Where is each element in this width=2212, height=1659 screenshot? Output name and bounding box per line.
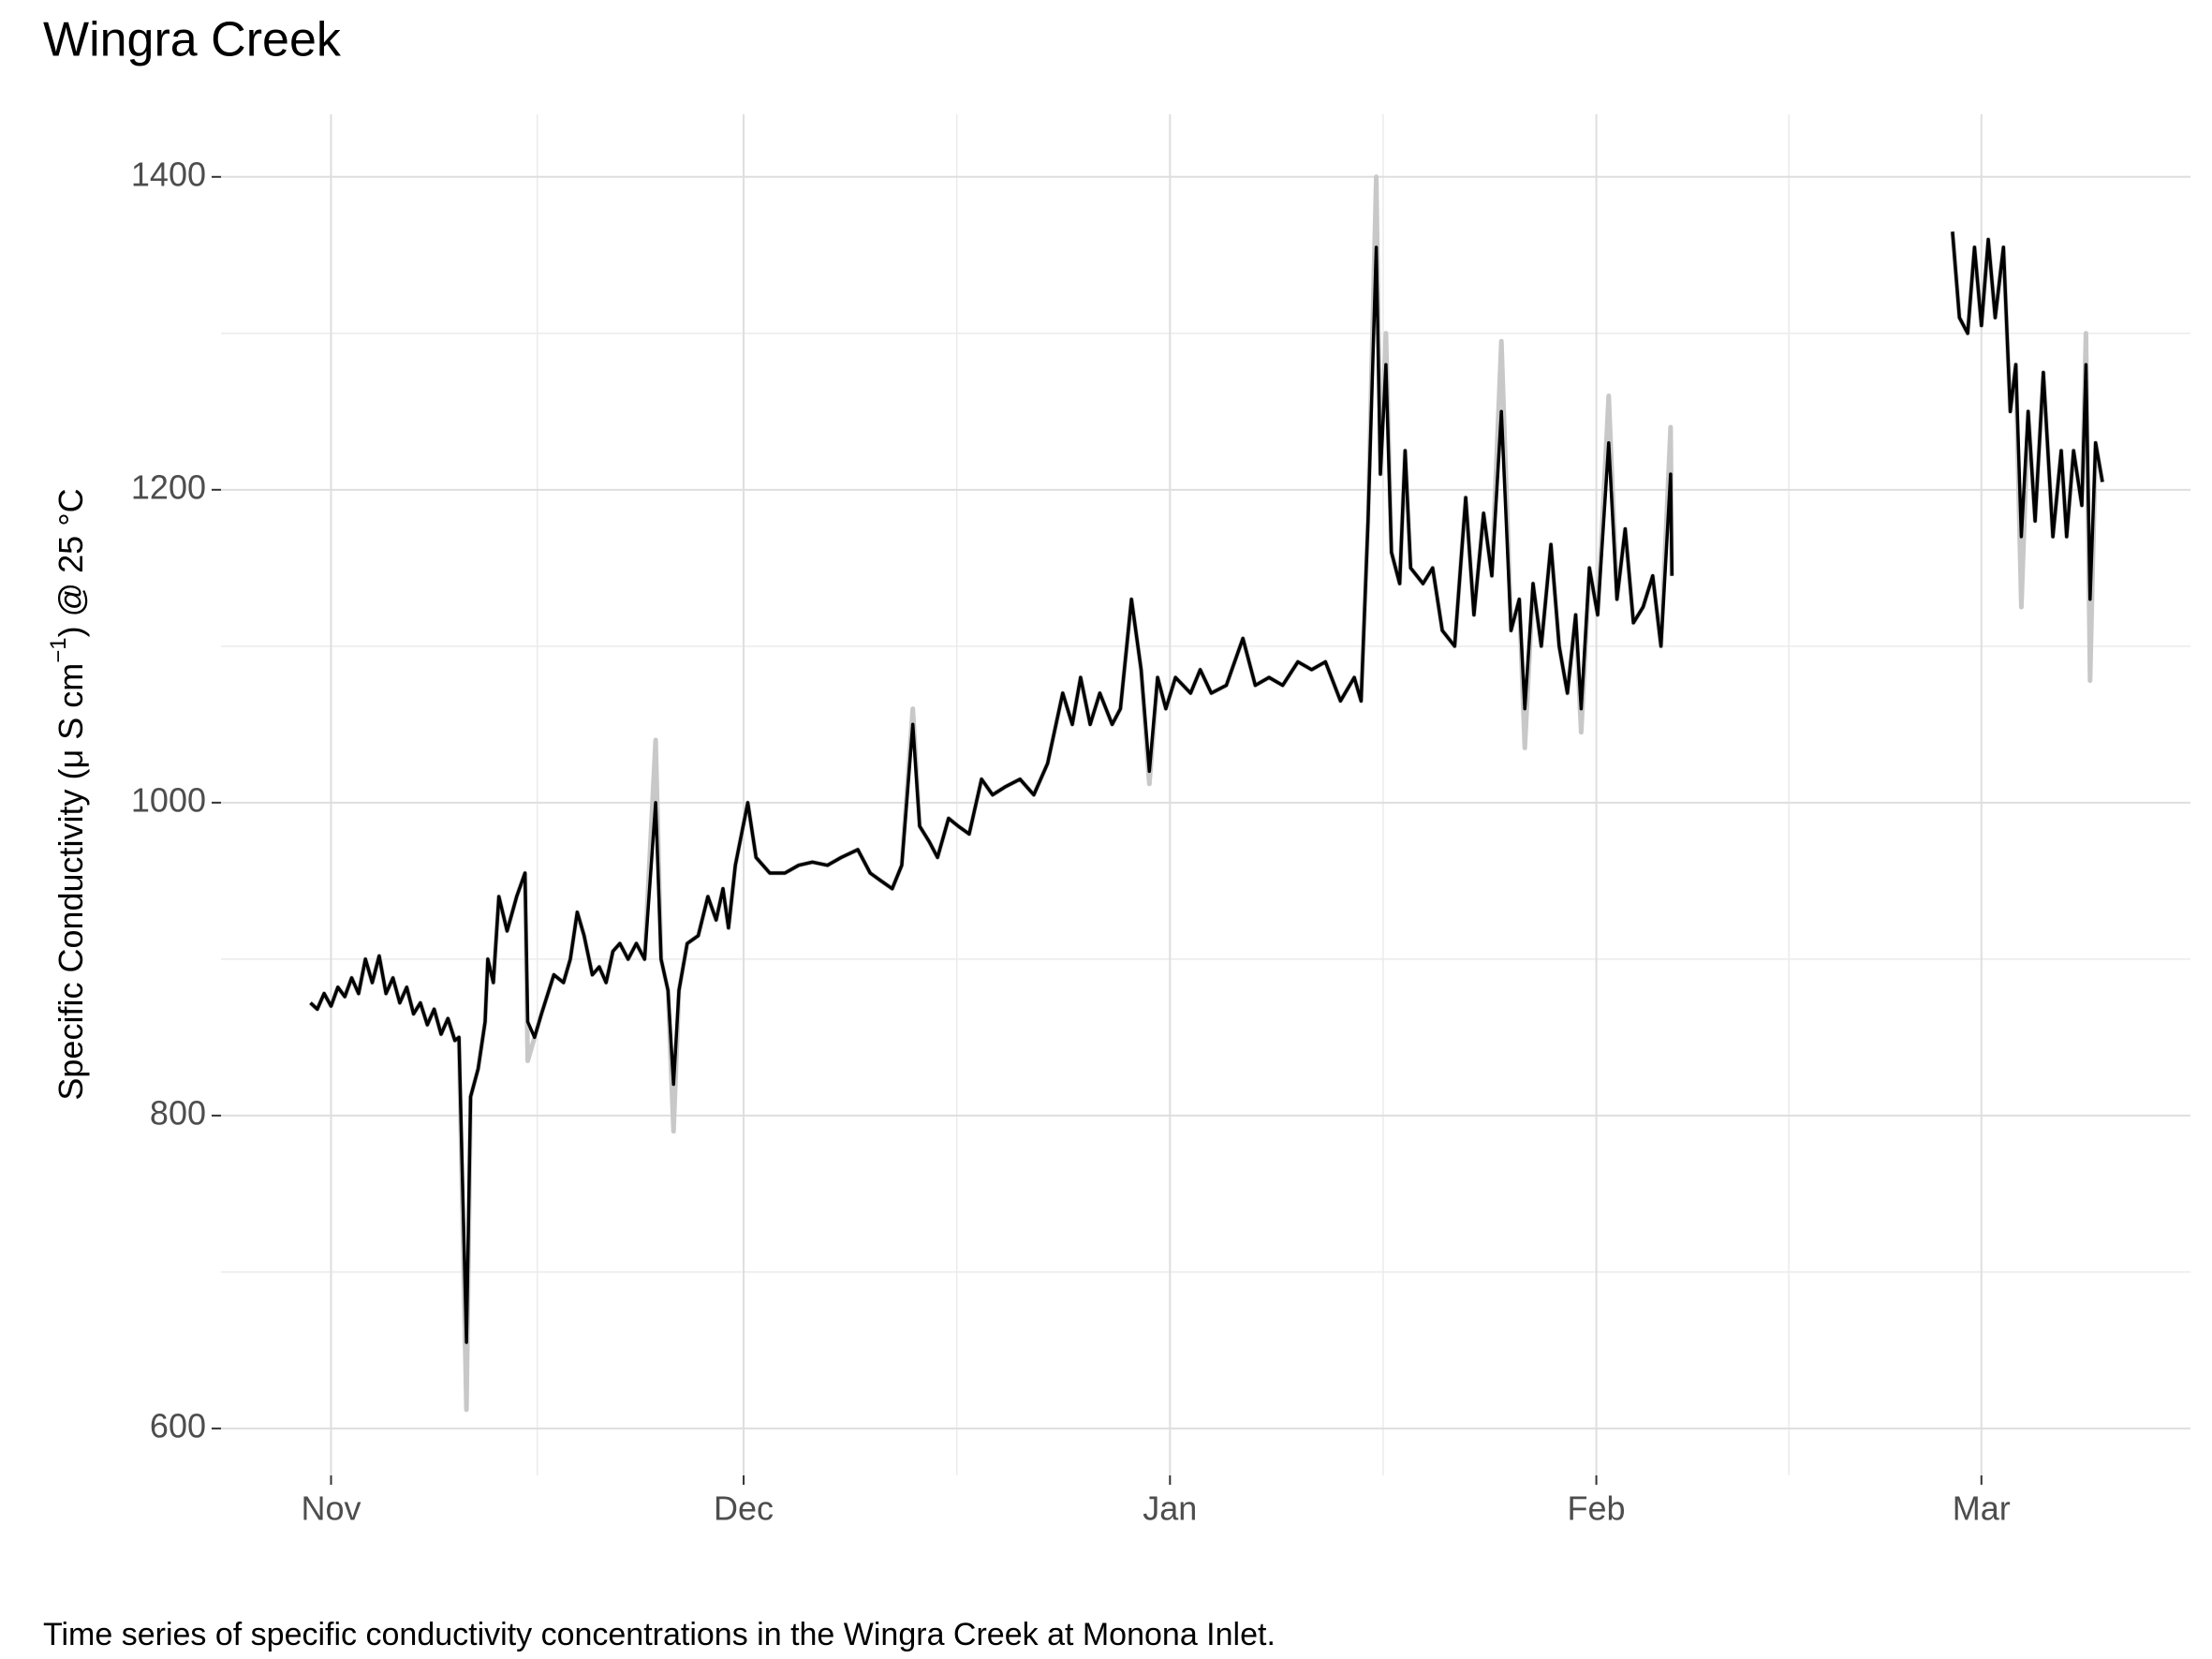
x-tick-label: Dec [714,1489,774,1528]
y-label-part: ) @ 25 °C [52,488,90,637]
y-label-part: Specific Conductivity (μ S cm [52,663,90,1101]
series-line [309,231,2104,1344]
chart-title: Wingra Creek [43,13,342,67]
series-line [308,174,2105,1413]
x-tick-label: Mar [1953,1489,2011,1528]
x-tick-label: Nov [301,1489,361,1528]
x-tick-label: Feb [1568,1489,1626,1528]
y-axis-label: Specific Conductivity (μ S cm−1) @ 25 °C [46,488,89,1100]
y-tick-label: 600 [150,1406,206,1444]
grid [221,114,2190,1475]
y-tick-label: 1000 [131,780,206,819]
caption: Time series of specific conductivity con… [43,1617,1276,1652]
y-label-sup: −1 [46,637,71,662]
y-tick-label: 1200 [131,467,206,506]
y-tick-label: 800 [150,1093,206,1132]
x-tick-label: Jan [1143,1489,1197,1528]
y-tick-label: 1400 [131,155,206,193]
